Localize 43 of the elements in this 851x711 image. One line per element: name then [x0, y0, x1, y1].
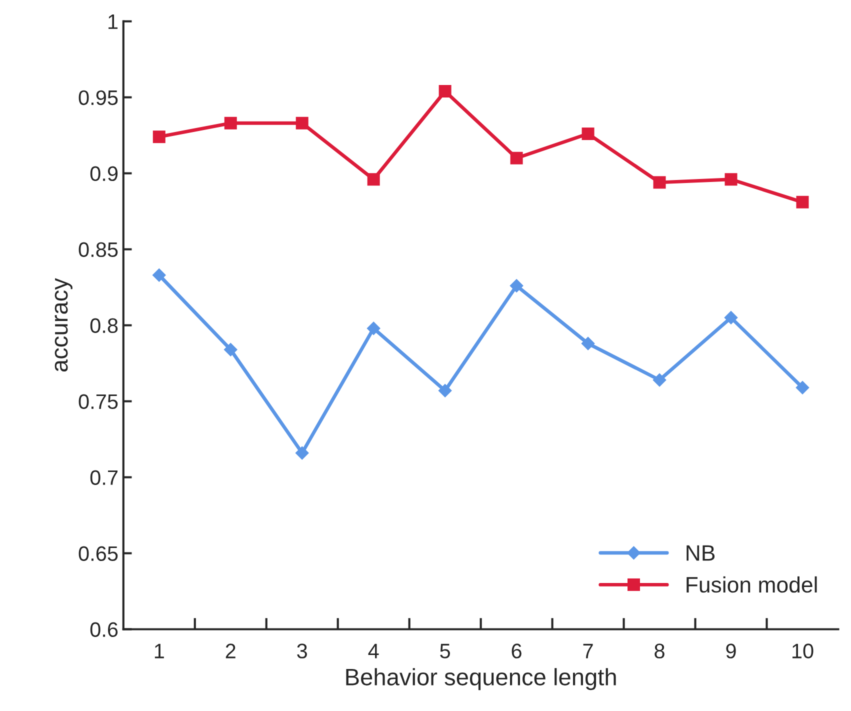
y-tick-label: 0.8: [90, 318, 118, 334]
legend-label: NB: [686, 545, 715, 561]
point: [152, 268, 166, 282]
x-tick-label: 1: [154, 644, 164, 658]
point: [796, 380, 810, 394]
x-tick-label: 9: [726, 644, 736, 658]
y-tick-label: 0.7: [90, 470, 118, 486]
x-tick-label: 5: [440, 644, 450, 658]
y-tick-label: 0.9: [90, 166, 118, 182]
point: [295, 446, 309, 460]
point: [438, 84, 452, 98]
point: [296, 116, 308, 130]
y-tick-label: 0.75: [78, 394, 118, 410]
point: [224, 116, 237, 130]
point: [581, 336, 595, 350]
x-tick-label: 4: [368, 644, 379, 658]
y-tick-label: 0.6: [90, 622, 118, 637]
point: [582, 128, 594, 140]
point: [652, 373, 666, 387]
y-tick-label: 0.85: [78, 242, 118, 258]
x-tick-label: 6: [512, 644, 522, 658]
x-tick-label: 2: [226, 644, 236, 658]
point: [224, 342, 238, 356]
point: [367, 173, 380, 186]
point: [510, 152, 523, 164]
x-tick-label: 8: [654, 644, 664, 658]
point: [653, 176, 666, 189]
y-axis-title: accuracy: [54, 278, 72, 372]
point: [438, 384, 452, 398]
x-tick-label: 10: [792, 644, 814, 658]
point: [796, 196, 809, 208]
x-tick-label: 3: [297, 644, 307, 658]
point: [510, 278, 524, 293]
x-tick-label: 7: [583, 644, 593, 658]
x-axis-title: Behavior sequence length: [346, 668, 616, 690]
point: [724, 173, 738, 186]
point: [366, 321, 380, 336]
point: [724, 310, 738, 325]
legend-label: Fusion model: [686, 576, 817, 593]
y-tick-label: 0.65: [78, 546, 118, 561]
y-tick-label: 0.95: [78, 90, 118, 106]
y-tick-label: 1: [108, 14, 118, 29]
point: [152, 130, 166, 144]
